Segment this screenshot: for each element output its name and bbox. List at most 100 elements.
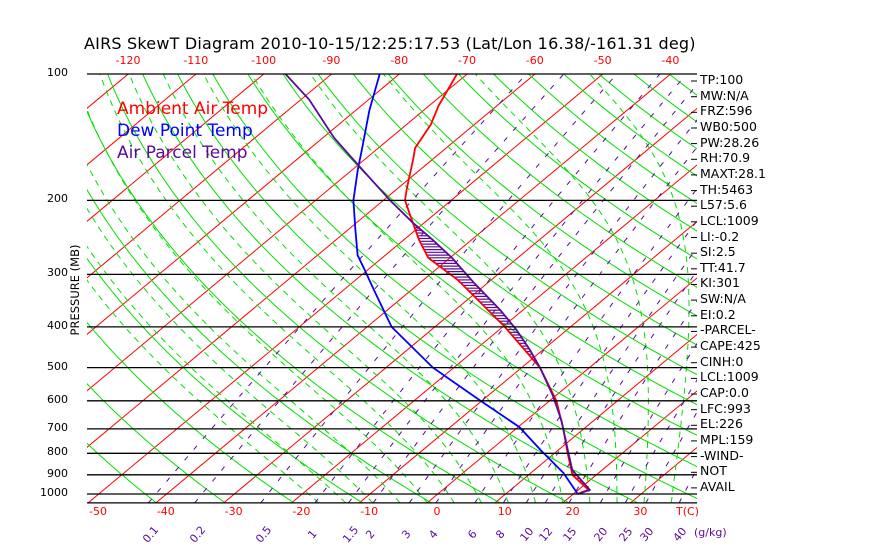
dry-adiabat-line [809,74,870,503]
moist-adiabat-line [128,74,482,503]
pressure-tick-label: 1000 [40,486,68,499]
isotherm-line [155,74,671,503]
temperature-axis-label: T(C) [676,505,699,518]
axis-ticks [87,73,697,504]
moist-adiabat-line [87,245,347,503]
isotherm-line [87,74,536,448]
stat-item: MAXT:28.1 [700,165,766,181]
legend-dewpoint: Dew Point Temp [117,121,253,141]
stat-item: EL:226 [700,416,743,432]
top-temp-tick-label: -80 [390,54,409,67]
stat-item: TT:41.7 [700,259,746,275]
mixing-ratio-line [624,378,697,503]
stat-item: LCL:1009 [700,369,759,385]
dry-adiabat-line [107,74,570,503]
pressure-tick-label: 500 [47,359,68,373]
isotherm-line [87,74,468,392]
legend-parcel: Air Parcel Temp [117,143,248,163]
moist-adiabat-line [87,207,374,503]
isotherm-line [87,74,129,109]
dry-adiabat-line [87,188,432,503]
dry-adiabat-line [87,382,226,503]
top-temp-tick-label: -120 [115,54,141,67]
top-temp-tick-label: -70 [458,54,476,67]
stat-item: RH:70.9 [700,150,751,166]
pressure-tick-label: 600 [47,392,68,406]
moist-adiabat-line [251,74,564,503]
moist-adiabat-line [99,74,455,503]
stat-item: CINH:0 [700,353,744,369]
dry-adiabat-line [387,74,697,317]
pressure-tick-label: 900 [47,466,68,480]
isotherm-line [87,74,332,279]
stat-item: LCL:1009 [700,212,759,228]
dry-adiabat-line [87,110,501,503]
bottom-temp-tick-label: -20 [292,505,311,518]
isotherm-line [87,74,265,222]
bottom-temp-tick-label: -30 [224,505,243,518]
stat-item: LFC:993 [700,400,751,416]
isotherm-line [87,74,197,166]
pressure-tick-label: 200 [47,192,68,206]
isotherm-line [291,164,697,503]
mixing-ratio-line [372,83,697,503]
bottom-temp-tick-label: 0 [433,505,441,518]
isotherm-line [0,74,60,503]
dry-adiabat-line [87,257,363,503]
dry-adiabat-line [247,74,697,436]
dry-adiabat-line [317,74,697,376]
stat-item: -PARCEL- [700,322,756,338]
mixing-ratio-line [260,74,618,503]
stat-item: FRZ:596 [700,103,753,119]
dry-adiabat-line [423,74,697,288]
dry-adiabat-line [87,442,157,503]
dry-adiabat-line [352,74,697,346]
moist-adiabat-line [87,279,319,503]
bottom-temp-tick-label: 20 [565,505,580,518]
moist-adiabat-line [203,74,537,503]
top-temp-tick-label: -40 [661,54,680,67]
isotherm-line [358,220,697,503]
moist-adiabat-line [383,74,618,503]
chart-title: AIRS SkewT Diagram 2010-10-15/12:25:17.5… [84,34,696,53]
mixing-ratio-line [474,187,697,503]
stat-item: CAPE:425 [700,338,761,354]
isotherm-line [426,277,697,503]
stat-item: NOT [700,463,727,479]
stat-item: WB0:500 [700,118,757,134]
stat-item: KI:301 [700,275,740,291]
stat-item: EI:0.2 [700,306,736,322]
top-temp-tick-label: -50 [593,54,612,67]
pressure-tick-label: 100 [47,66,68,79]
isotherm-line [87,74,604,503]
dry-adiabat-line [845,74,870,503]
bottom-temp-tick-label: -40 [156,505,175,518]
dewpoint-line [352,74,578,494]
stat-item: MPL:159 [700,431,754,447]
mixing-ratio-line [502,219,697,503]
moist-adiabat-line [87,108,428,503]
pressure-tick-label: 300 [47,266,68,280]
legend-ambient: Ambient Air Temp [117,99,269,119]
stat-item: L57:5.6 [700,197,747,213]
dry-adiabat-line [142,74,638,503]
isotherm-line [223,107,697,503]
stat-item: TH:5463 [700,181,754,197]
mixing-ratio-line [599,342,697,503]
dry-adiabat-line [177,74,697,500]
bottom-temp-tick-label: -10 [360,505,379,518]
top-temp-tick-label: -90 [322,54,341,67]
profile-curves [284,74,592,495]
stat-item: AVAIL [700,478,735,494]
top-temp-tick-label: -100 [251,54,277,67]
moist-adiabat-line [162,74,509,503]
mixing-ratio-line [544,269,697,503]
moist-adiabat-line [310,74,591,503]
dry-adiabat-line [774,74,870,503]
pressure-tick-label: 800 [47,445,68,459]
bottom-temp-tick-label: -50 [89,505,107,518]
moist-adiabat-line [474,74,649,503]
mixing-ratio-line [194,74,565,503]
